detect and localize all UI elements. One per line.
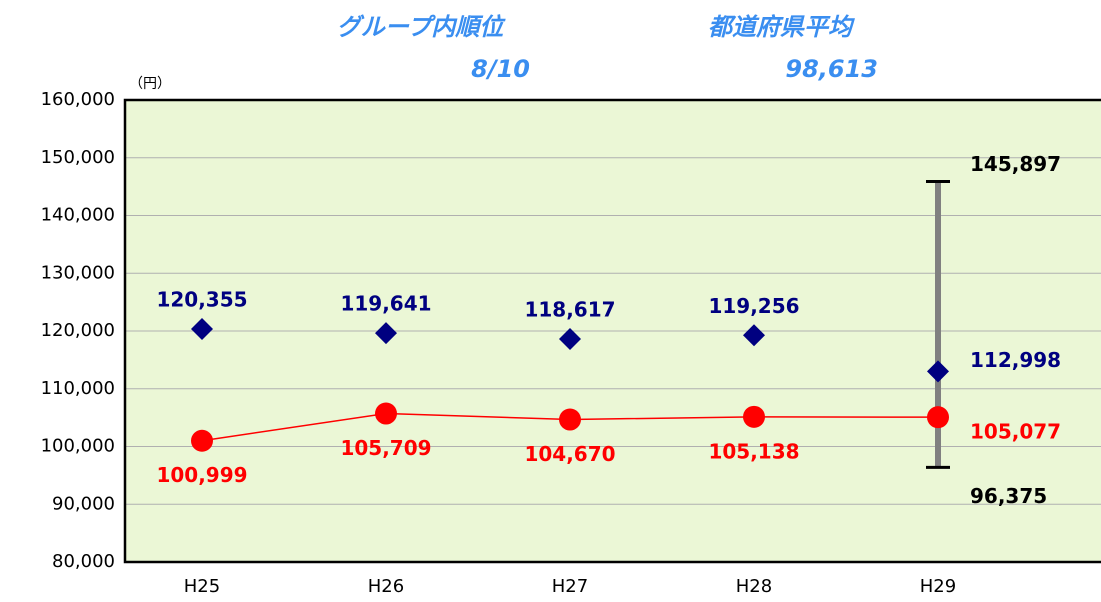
x-tick-label: H25 [184, 576, 220, 597]
diamond-marker [927, 360, 949, 383]
y-tick-label: 90,000 [52, 493, 115, 514]
y-tick-label: 120,000 [41, 320, 115, 341]
rank-value: 8/10 [471, 55, 530, 83]
data-label: 105,077 [970, 420, 1061, 444]
range-label: 96,375 [970, 484, 1047, 508]
data-label: 118,617 [524, 297, 615, 321]
data-label: 112,998 [970, 348, 1061, 372]
y-tick-label: 140,000 [41, 205, 115, 226]
data-label: 104,670 [524, 442, 615, 466]
y-tick-label: 80,000 [52, 551, 115, 572]
y-tick-label: 150,000 [41, 147, 115, 168]
circle-marker [559, 408, 581, 431]
x-tick-label: H28 [736, 576, 772, 597]
diamond-marker [375, 322, 397, 345]
data-label: 105,709 [340, 436, 431, 460]
data-label: 119,641 [340, 292, 431, 316]
y-tick-label: 130,000 [41, 262, 115, 283]
x-tick-label: H26 [368, 576, 404, 597]
circle-marker [191, 429, 213, 452]
y-tick-label: 110,000 [41, 378, 115, 399]
y-tick-label: 100,000 [41, 436, 115, 457]
y-unit: （円） [129, 76, 171, 92]
y-tick-label: 160,000 [41, 89, 115, 110]
circle-marker [743, 405, 765, 428]
x-tick-label: H29 [920, 576, 956, 597]
data-label: 119,256 [708, 294, 799, 318]
diamond-marker [191, 317, 213, 340]
diamond-marker [743, 324, 765, 347]
x-tick-label: H27 [552, 576, 588, 597]
data-label: 100,999 [156, 463, 247, 487]
avg-value: 98,613 [785, 55, 878, 83]
rank-title: グループ内順位 [337, 13, 507, 41]
circle-marker [927, 406, 949, 429]
range-label: 145,897 [970, 152, 1061, 176]
plot-border [123, 98, 1101, 564]
data-label: 105,138 [708, 439, 799, 463]
data-label: 120,355 [156, 287, 247, 311]
circle-marker [375, 402, 397, 425]
diamond-marker [559, 327, 581, 350]
avg-title: 都道府県平均 [708, 13, 855, 41]
